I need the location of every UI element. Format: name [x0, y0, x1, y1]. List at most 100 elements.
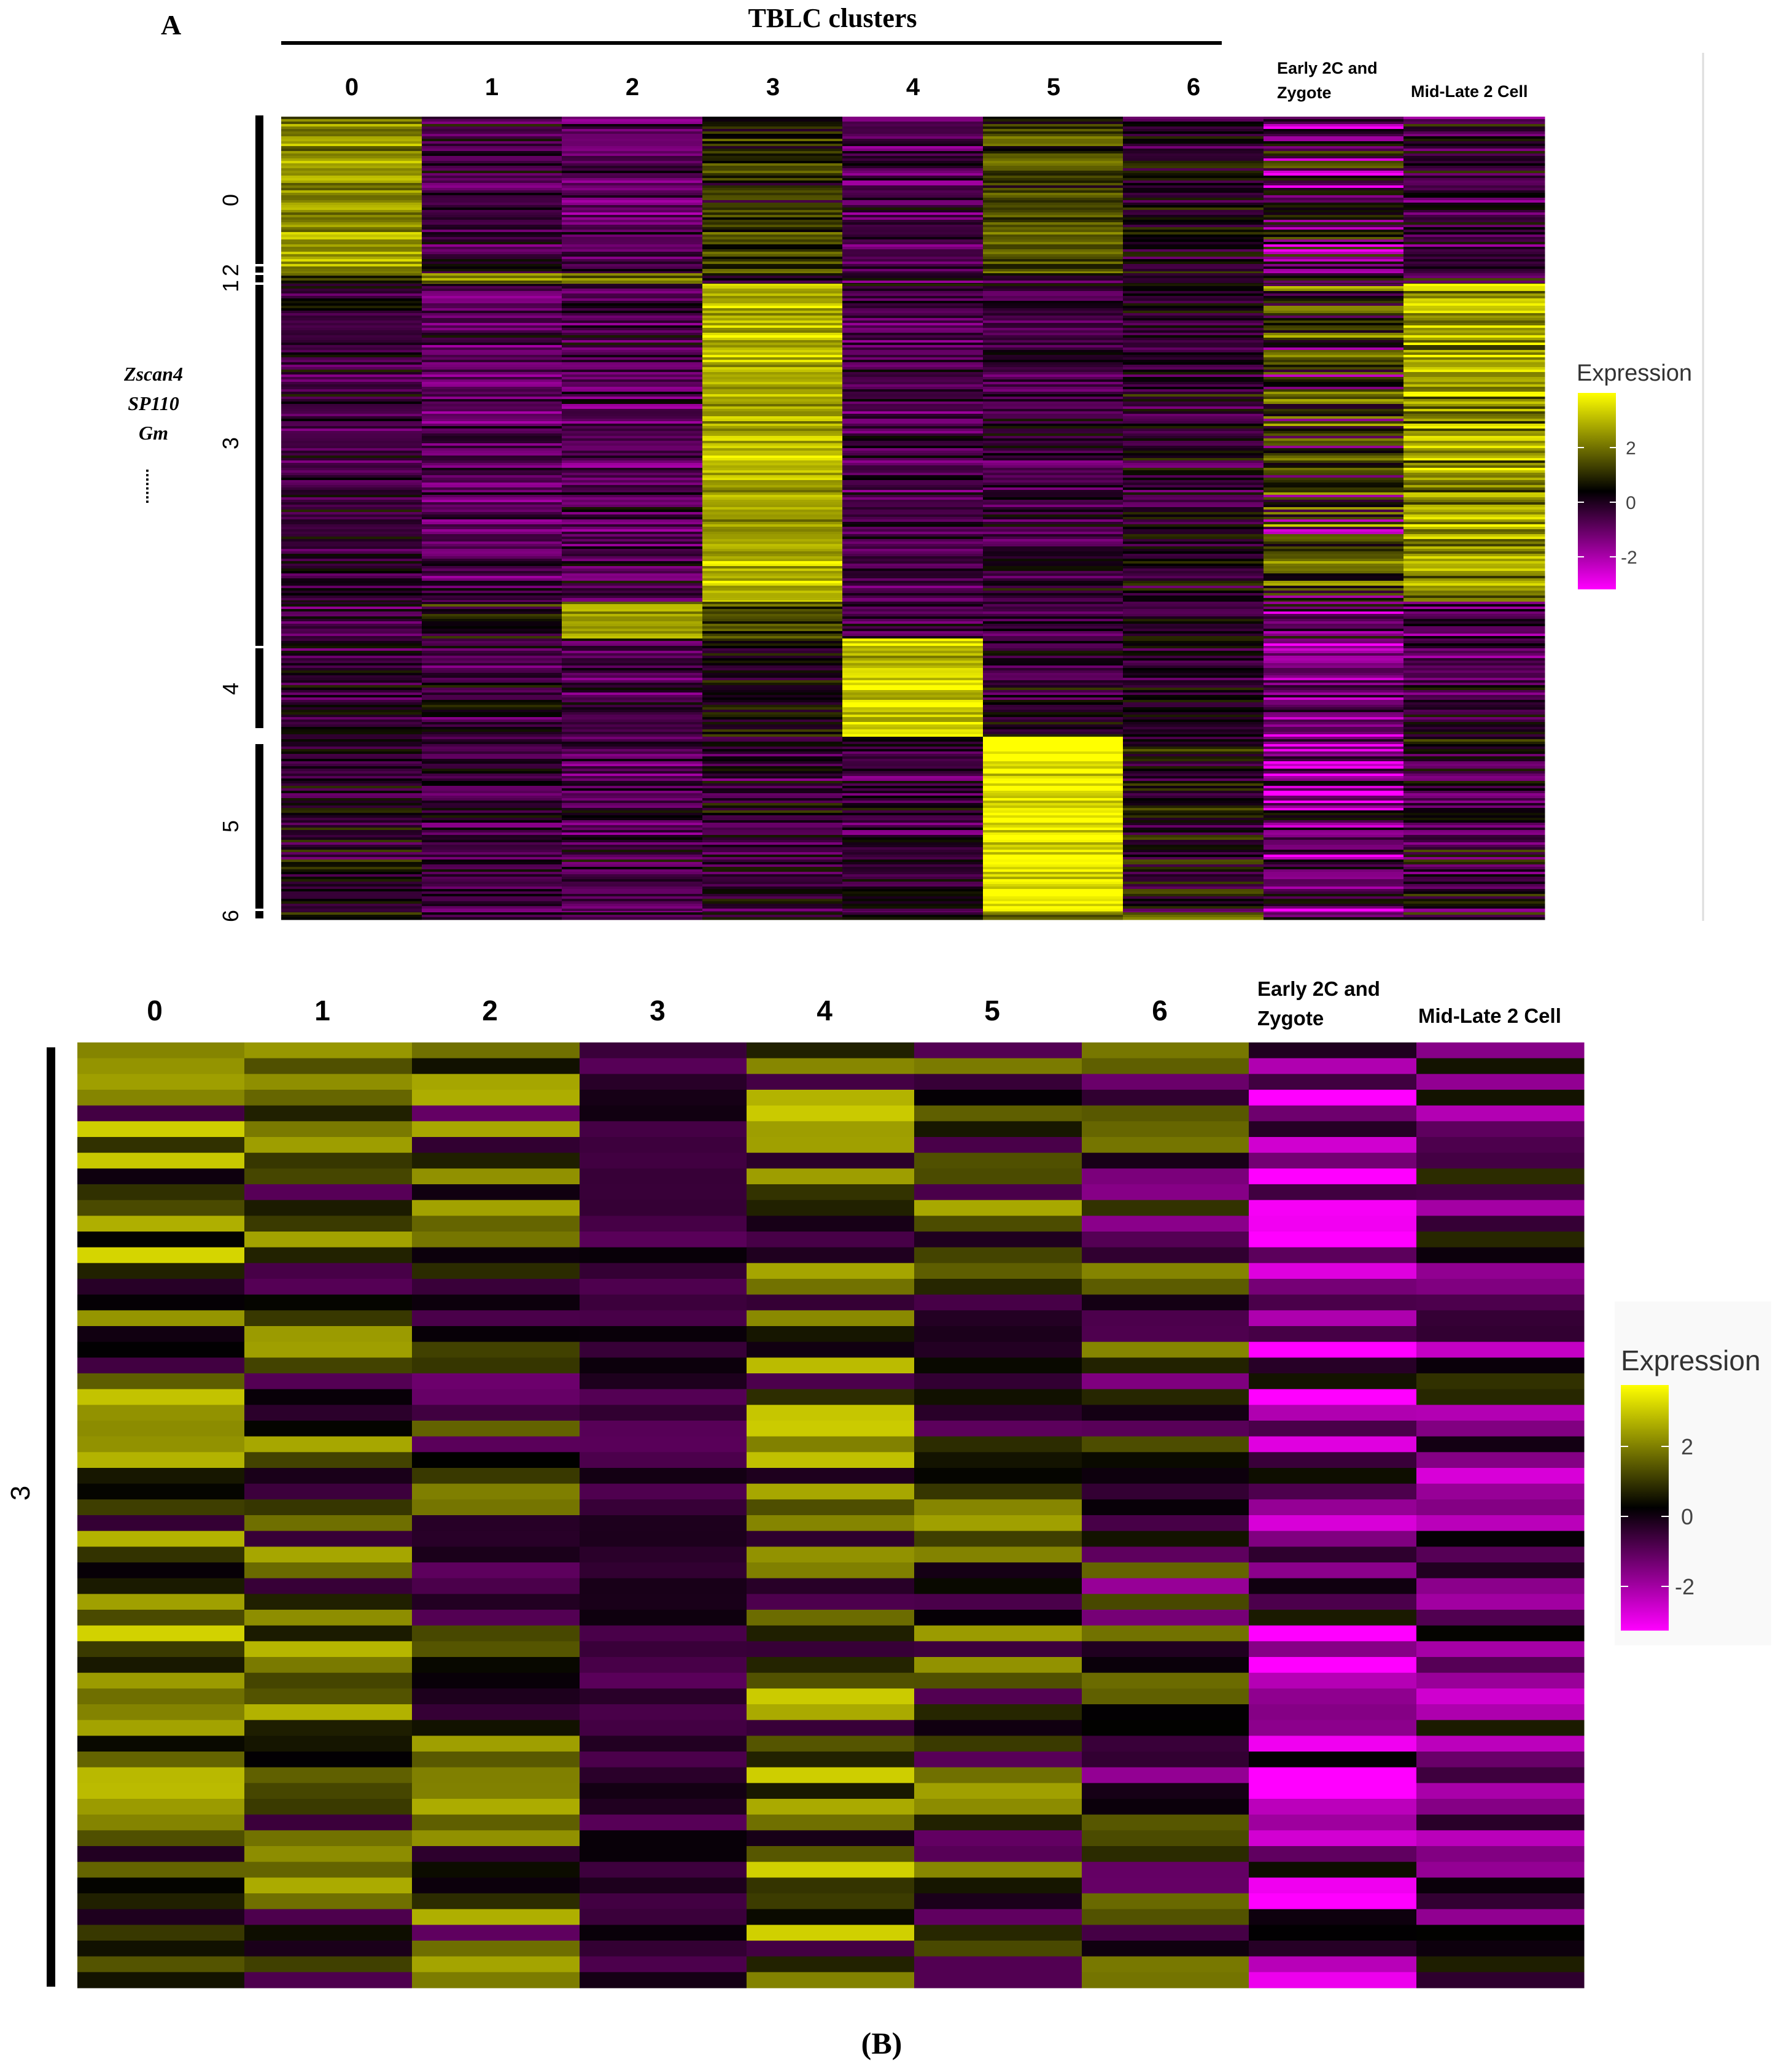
heatmap-a-cell	[422, 855, 562, 858]
heatmap-a-cell	[983, 818, 1124, 821]
heatmap-a-cell	[983, 291, 1124, 294]
heatmap-a-cell	[562, 443, 703, 446]
heatmap-a-cell	[562, 894, 703, 897]
heatmap-a-cell	[562, 749, 703, 752]
heatmap-a-cell	[1403, 783, 1545, 786]
heatmap-a-cell	[702, 394, 843, 397]
heatmap-a-cell	[1403, 673, 1545, 676]
heatmap-a-cell	[702, 254, 843, 257]
heatmap-a-cell	[422, 705, 562, 708]
heatmap-a-cell	[422, 382, 562, 385]
heatmap-a-cell	[422, 419, 562, 422]
heatmap-a-cell	[422, 254, 562, 257]
heatmap-a-cell	[281, 176, 422, 179]
heatmap-b-cell	[412, 1925, 580, 1941]
heatmap-b-cell	[244, 1152, 413, 1169]
heatmap-a-cell	[983, 136, 1124, 139]
heatmap-a-cell	[562, 675, 703, 678]
heatmap-a-cell	[562, 653, 703, 656]
heatmap-a-cell	[1264, 438, 1404, 441]
heatmap-a-cell	[1264, 591, 1404, 594]
heatmap-a-cell	[983, 663, 1124, 666]
heatmap-b-cell	[1249, 1452, 1417, 1469]
heatmap-a-cell	[842, 325, 984, 328]
heatmap-b-cell	[244, 1783, 413, 1799]
legend-b-tick-2: 2	[1681, 1434, 1693, 1459]
heatmap-a-cell	[983, 357, 1124, 360]
heatmap-a-cell	[281, 468, 422, 471]
heatmap-a-cell	[842, 815, 984, 818]
heatmap-a-cell	[281, 139, 422, 142]
heatmap-a-cell	[1123, 119, 1264, 122]
heatmap-a-cell	[562, 247, 703, 250]
heatmap-b-cell	[77, 1341, 245, 1358]
heatmap-a-cell	[1264, 431, 1404, 434]
heatmap-b-cell	[77, 1546, 245, 1563]
heatmap-a-cell	[422, 857, 562, 860]
heatmap-a-cell	[562, 823, 703, 826]
heatmap-a-cell	[1264, 532, 1404, 535]
heatmap-a-cell	[1403, 678, 1545, 681]
heatmap-a-cell	[842, 144, 984, 147]
heatmap-a-cell	[842, 156, 984, 159]
heatmap-a-cell	[842, 424, 984, 427]
heatmap-b-cell	[580, 1168, 747, 1185]
heatmap-a-cell	[562, 301, 703, 304]
heatmap-a-cell	[983, 235, 1124, 238]
heatmap-b-cell	[77, 1483, 245, 1500]
heatmap-a-cell	[842, 478, 984, 481]
heatmap-a-cell	[702, 183, 843, 186]
heatmap-a-cell	[281, 621, 422, 624]
heatmap-a-cell	[983, 257, 1124, 260]
heatmap-a-cell	[983, 200, 1124, 203]
heatmap-a-cell	[702, 872, 843, 875]
heatmap-a-cell	[281, 710, 422, 713]
heatmap-a-cell	[1264, 693, 1404, 696]
heatmap-a-cell	[702, 648, 843, 651]
heatmap-a-cell	[983, 578, 1124, 581]
heatmap-a-cell	[1403, 495, 1545, 498]
heatmap-a-cell	[702, 720, 843, 723]
heatmap-a-cell	[1403, 818, 1545, 821]
heatmap-a-cell	[1264, 514, 1404, 518]
heatmap-a-cell	[281, 850, 422, 853]
heatmap-a-cell	[562, 739, 703, 742]
heatmap-a-cell	[1264, 399, 1404, 402]
heatmap-a-cell	[842, 661, 984, 664]
heatmap-a-cell	[983, 311, 1124, 314]
heatmap-a-cell	[983, 529, 1124, 532]
heatmap-b-cell	[412, 1578, 580, 1594]
heatmap-a-cell	[1264, 262, 1404, 265]
heatmap-a-cell	[281, 443, 422, 446]
heatmap-a-cell	[1264, 879, 1404, 882]
panel-a: A TBLC clusters 0 1 2 3 4 5 6 Early 2C a…	[123, 3, 1704, 922]
heatmap-a-cell	[422, 252, 562, 255]
heatmap-a-cell	[1403, 537, 1545, 540]
heatmap-a-cell	[842, 411, 984, 414]
heatmap-a-cell	[1264, 611, 1404, 615]
heatmap-a-cell	[1123, 840, 1264, 843]
heatmap-a-cell	[562, 651, 703, 654]
legend-b-tick-0: 0	[1681, 1504, 1693, 1529]
heatmap-a-cell	[422, 421, 562, 424]
heatmap-a-cell	[281, 480, 422, 483]
heatmap-a-cell	[1264, 379, 1404, 382]
heatmap-a-cell	[983, 788, 1124, 791]
heatmap-a-cell	[1264, 333, 1404, 336]
heatmap-b-cell	[1082, 1830, 1249, 1847]
heatmap-b-cell	[244, 1877, 413, 1894]
heatmap-a-cell	[702, 264, 843, 267]
heatmap-a-cell	[281, 188, 422, 191]
heatmap-a-cell	[1123, 793, 1264, 796]
heatmap-a-cell	[702, 678, 843, 681]
heatmap-b-cell	[747, 1357, 915, 1374]
heatmap-a-cell	[1403, 614, 1545, 617]
heatmap-a-cell	[1403, 438, 1545, 441]
heatmap-a-cell	[983, 507, 1124, 510]
heatmap-a-cell	[1264, 859, 1404, 863]
heatmap-a-cell	[1403, 901, 1545, 904]
heatmap-a-cell	[842, 581, 984, 584]
heatmap-a-cell	[1123, 774, 1264, 777]
row-group-label-1: 1	[218, 280, 243, 292]
heatmap-a-cell	[1403, 330, 1545, 333]
